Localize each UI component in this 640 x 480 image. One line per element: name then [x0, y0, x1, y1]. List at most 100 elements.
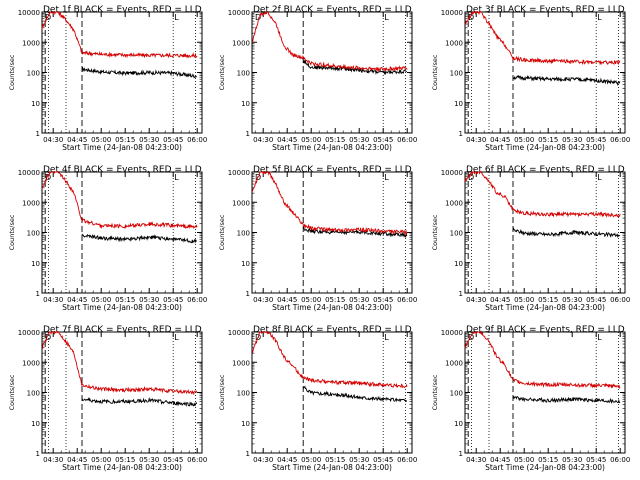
- x-tick-label: 06:00: [610, 136, 630, 144]
- y-tick-label: 100: [237, 70, 250, 78]
- x-tick-label: 05:45: [586, 136, 606, 144]
- y-tick-label: 1000: [22, 39, 40, 47]
- y-tick-label: 10000: [18, 9, 40, 17]
- y-tick-label: 100: [27, 230, 40, 238]
- x-tick-label: 04:45: [277, 136, 297, 144]
- x-tick-label: 06:00: [187, 136, 207, 144]
- x-tick-label: 05:30: [349, 456, 369, 464]
- series-line-events: [302, 385, 408, 403]
- chart-panel-9: Det 9f BLACK = Events, RED = LLD 1 10 100 10…: [431, 325, 630, 472]
- marker-label-l: L: [384, 13, 389, 22]
- y-axis-label: Counts/sec: [8, 54, 16, 90]
- x-tick-label: 05:00: [91, 136, 111, 144]
- x-tick-label: 04:30: [466, 136, 486, 144]
- x-tick-label: 05:15: [115, 136, 135, 144]
- x-tick-label: 04:45: [67, 136, 87, 144]
- y-tick-label: 100: [27, 390, 40, 398]
- x-axis-label: Start Time (24-Jan-08 04:23:00): [272, 303, 392, 312]
- marker-label-l: L: [174, 173, 179, 182]
- x-tick-label: 04:30: [253, 296, 273, 304]
- y-tick-label: 1: [459, 450, 463, 458]
- x-tick-label: 05:30: [349, 296, 369, 304]
- series-line-lld: [465, 10, 621, 66]
- y-tick-label: 1: [246, 450, 250, 458]
- y-tick-label: 10: [31, 420, 40, 428]
- x-tick-label: 04:45: [277, 456, 297, 464]
- x-tick-label: 04:30: [43, 456, 63, 464]
- marker-label-l: L: [597, 333, 602, 342]
- x-tick-label: 06:00: [187, 456, 207, 464]
- chart-title: Det 6f BLACK = Events, RED = LLD: [466, 165, 625, 175]
- y-tick-label: 100: [237, 390, 250, 398]
- x-tick-label: 04:45: [490, 296, 510, 304]
- x-tick-label: 05:15: [115, 456, 135, 464]
- x-tick-label: 04:30: [466, 456, 486, 464]
- y-tick-label: 10000: [441, 169, 463, 177]
- series-line-lld: [251, 10, 408, 73]
- x-axis-label: Start Time (24-Jan-08 04:23:00): [485, 303, 605, 312]
- series-line-events: [512, 74, 621, 87]
- x-tick-label: 05:15: [538, 296, 558, 304]
- x-tick-label: 05:30: [562, 296, 582, 304]
- x-tick-label: 05:00: [301, 296, 321, 304]
- x-tick-label: 05:30: [139, 456, 159, 464]
- x-tick-label: 05:45: [163, 456, 183, 464]
- x-tick-label: 06:00: [397, 296, 417, 304]
- x-tick-label: 06:00: [397, 136, 417, 144]
- y-tick-label: 10000: [18, 329, 40, 337]
- y-tick-label: 10: [31, 100, 40, 108]
- x-axis-label: Start Time (24-Jan-08 04:23:00): [485, 463, 605, 472]
- series-line-lld: [41, 331, 198, 396]
- y-axis-label: Counts/sec: [8, 214, 16, 250]
- y-tick-label: 10: [454, 260, 463, 268]
- x-tick-label: 05:30: [139, 296, 159, 304]
- y-axis-label: Counts/sec: [218, 374, 226, 410]
- y-tick-label: 1000: [232, 359, 250, 367]
- y-tick-label: 10: [31, 260, 40, 268]
- x-tick-label: 05:45: [373, 456, 393, 464]
- marker-label-d: D: [468, 13, 474, 22]
- x-tick-label: 04:45: [277, 296, 297, 304]
- marker-label-l: L: [597, 173, 602, 182]
- chart-panel-6: Det 6f BLACK = Events, RED = LLD 1 10 100 10…: [431, 165, 630, 312]
- x-tick-label: 05:00: [301, 456, 321, 464]
- x-axis-label: Start Time (24-Jan-08 04:23:00): [485, 143, 605, 152]
- plot-frame: [251, 331, 413, 454]
- x-tick-label: 06:00: [610, 296, 630, 304]
- series-line-events: [302, 59, 408, 76]
- marker-label-d: D: [468, 173, 474, 182]
- x-tick-label: 05:45: [586, 456, 606, 464]
- marker-label-l: L: [174, 333, 179, 342]
- y-tick-label: 1: [459, 290, 463, 298]
- series-line-lld: [251, 331, 408, 389]
- x-tick-label: 05:15: [325, 136, 345, 144]
- x-axis-label: Start Time (24-Jan-08 04:23:00): [272, 143, 392, 152]
- x-axis-label: Start Time (24-Jan-08 04:23:00): [62, 303, 182, 312]
- x-tick-label: 05:30: [562, 136, 582, 144]
- chart-panel-1: Det 1f BLACK = Events, RED = LLD 1 10 100 10…: [8, 5, 207, 152]
- chart-title: Det 9f BLACK = Events, RED = LLD: [466, 325, 625, 335]
- y-tick-label: 1000: [445, 199, 463, 207]
- chart-title: Det 3f BLACK = Events, RED = LLD: [466, 5, 625, 15]
- x-axis-label: Start Time (24-Jan-08 04:23:00): [62, 143, 182, 152]
- chart-panel-4: Det 4f BLACK = Events, RED = LLD 1 10 100 10…: [8, 165, 207, 312]
- series-line-events: [302, 226, 408, 238]
- y-tick-label: 1: [246, 130, 250, 138]
- x-tick-label: 06:00: [610, 456, 630, 464]
- x-tick-label: 05:00: [91, 456, 111, 464]
- y-tick-label: 1000: [22, 359, 40, 367]
- x-tick-label: 05:30: [562, 456, 582, 464]
- y-tick-label: 100: [237, 230, 250, 238]
- y-axis-label: Counts/sec: [431, 374, 439, 410]
- x-tick-label: 04:30: [466, 296, 486, 304]
- chart-panel-8: Det 8f BLACK = Events, RED = LLD 1 10 100 10…: [218, 325, 417, 472]
- y-tick-label: 10: [454, 420, 463, 428]
- y-axis-label: Counts/sec: [431, 54, 439, 90]
- y-tick-label: 1000: [445, 359, 463, 367]
- series-line-events: [81, 233, 198, 244]
- x-tick-label: 04:45: [67, 296, 87, 304]
- y-tick-label: 1: [36, 290, 40, 298]
- x-tick-label: 05:45: [163, 136, 183, 144]
- marker-label-d: D: [255, 13, 261, 22]
